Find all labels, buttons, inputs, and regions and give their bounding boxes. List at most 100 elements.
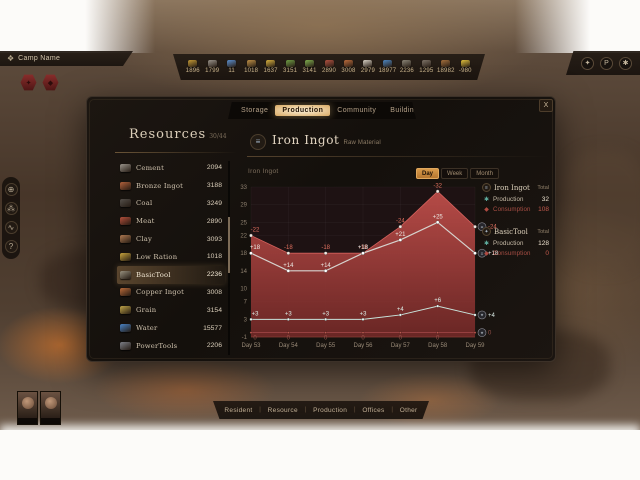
bottom-bar-separator: | <box>353 407 356 413</box>
pickaxe-icon <box>421 60 431 67</box>
top-bar-resource-value: 18977 <box>378 68 397 74</box>
tab-buildings[interactable]: Buildings <box>390 107 423 114</box>
resources-scrollbar[interactable] <box>228 161 230 355</box>
companion-portrait[interactable] <box>17 391 38 425</box>
top-bar-resource[interactable]: 1637 <box>261 60 280 74</box>
resource-row[interactable]: PowerTools 2206 <box>117 337 225 355</box>
top-bar-resource[interactable]: 11 <box>222 60 241 74</box>
resource-row[interactable]: Grain 3154 <box>117 301 225 319</box>
top-bar-resource-value: 3151 <box>283 68 298 74</box>
iron-production-point <box>473 251 477 256</box>
bottom-bar-item-production[interactable]: Production <box>313 406 348 414</box>
top-bar-resource[interactable]: 1799 <box>202 60 221 74</box>
top-bar-resource[interactable]: 2890 <box>319 60 338 74</box>
panel-tab-bar: Storage Production Community Buildings <box>228 102 416 119</box>
top-bar-resource[interactable]: 2236 <box>397 60 416 74</box>
camp-name-bar: ❖ Camp Name <box>0 51 133 66</box>
social-button[interactable]: ✦ <box>581 56 594 70</box>
resources-scrollbar-thumb[interactable] <box>228 217 230 273</box>
basictool-production-label: +3 <box>285 311 293 317</box>
event-badge[interactable]: ◆ <box>42 74 59 91</box>
scene-highlight-left <box>0 0 155 53</box>
alert-badge[interactable]: ✦ <box>20 74 37 91</box>
resource-row[interactable]: Cement 2094 <box>117 159 225 177</box>
iron-production-point <box>398 238 403 242</box>
scene-highlight-right <box>515 0 640 53</box>
bucket-icon <box>441 60 451 67</box>
bottom-bar-item-resident[interactable]: Resident <box>224 406 253 414</box>
resources-count: 30/44 <box>209 133 227 140</box>
globe-icon[interactable]: ⊕ <box>4 183 18 196</box>
resource-name: Copper Ingot <box>136 288 185 297</box>
iron-ingot-icon: ≡ <box>250 134 266 150</box>
scene-bottom-band <box>0 430 640 480</box>
consumption-point <box>286 251 291 256</box>
stone-icon <box>207 60 217 67</box>
bottom-bar-item-offices[interactable]: Offices <box>362 406 385 414</box>
resource-row[interactable]: Copper Ingot 3008 <box>117 284 225 302</box>
close-button[interactable]: X <box>539 99 553 112</box>
tab-community[interactable]: Community <box>337 107 377 114</box>
consumption-icon: ◆ <box>484 207 489 213</box>
settings-button[interactable]: ✱ <box>619 56 632 70</box>
resource-row[interactable]: Meat 2890 <box>117 212 225 230</box>
iron-production-point <box>249 251 253 256</box>
basictool-production-point <box>473 313 477 317</box>
top-bar-resource-value: 1018 <box>244 68 259 74</box>
resource-name: Cement <box>136 163 164 172</box>
series-end-icon-glyph: ≡ <box>481 251 484 256</box>
top-bar-resource[interactable]: 3008 <box>339 60 358 74</box>
consumption-label: -18 <box>321 245 330 251</box>
resource-name: BasicTool <box>136 270 171 279</box>
stats-icon[interactable]: ∿ <box>4 221 18 234</box>
detail-title-text: Iron Ingot <box>272 133 340 147</box>
stats-row-label: Consumption <box>493 250 531 257</box>
y-tick-label: -1 <box>242 335 248 341</box>
stats-group-name: Iron Ingot <box>494 183 530 192</box>
top-bar-resource[interactable]: -980 <box>456 60 475 74</box>
top-bar-resource-value: 2236 <box>399 68 414 74</box>
resource-row[interactable]: Coal 3249 <box>117 195 225 213</box>
detail-divider <box>247 156 549 157</box>
tab-production[interactable]: Production <box>275 105 331 116</box>
top-bar-resource[interactable]: 1896 <box>183 60 202 74</box>
bottom-bar-item-resource[interactable]: Resource <box>267 406 298 414</box>
resource-row[interactable]: Low Ration 1018 <box>117 248 225 266</box>
range-tab-week[interactable]: Week <box>441 168 469 179</box>
top-bar-resource[interactable]: 2979 <box>358 60 377 74</box>
profile-button[interactable]: P <box>600 56 613 70</box>
top-bar-resource[interactable]: 1018 <box>241 60 260 74</box>
companion-portrait[interactable] <box>40 391 61 425</box>
basictool-consumption-point <box>361 331 365 334</box>
consumption-label: -18 <box>359 245 368 251</box>
share-icon[interactable]: ⁂ <box>4 202 18 215</box>
top-bar-resource[interactable]: 1295 <box>417 60 436 74</box>
range-tab-month[interactable]: Month <box>470 168 499 179</box>
stats-row-label: Production <box>493 240 524 247</box>
top-bar-resource-value: 2890 <box>321 68 337 74</box>
x-tick-label: Day 58 <box>428 343 448 349</box>
range-tab-day[interactable]: Day <box>416 168 440 179</box>
resource-row[interactable]: Water 15577 <box>117 319 225 337</box>
tab-storage[interactable]: Storage <box>241 107 269 114</box>
resource-row[interactable]: BasicTool 2236 <box>117 265 225 284</box>
top-bar-resource[interactable]: 3151 <box>280 60 299 74</box>
bottom-category-bar: Resident | Resource | Production | Offices | Oth… <box>213 401 429 419</box>
iron-production-point <box>286 268 291 273</box>
series-end-label: +18 <box>488 251 499 257</box>
top-bar-resource[interactable]: 18982 <box>436 60 455 74</box>
camp-crest-icon: ❖ <box>7 53 15 63</box>
basictool-production-point <box>324 317 328 321</box>
ration-icon <box>246 60 256 67</box>
resources-list: Cement 2094 Bronze Ingot 3188 Coal 3249 Meat 28… <box>117 159 225 355</box>
top-bar-resource[interactable]: 18977 <box>378 60 397 74</box>
bottom-bar-item-other[interactable]: Other <box>399 406 418 414</box>
resource-row[interactable]: Bronze Ingot 3188 <box>117 177 225 195</box>
help-icon[interactable]: ? <box>4 240 18 253</box>
top-bar-resource[interactable]: 3141 <box>300 60 319 74</box>
copper-icon <box>343 60 353 67</box>
y-tick-label: 10 <box>240 286 247 292</box>
resource-row[interactable]: Clay 3093 <box>117 230 225 248</box>
iron-production-point <box>361 251 365 256</box>
meat-icon <box>324 60 334 67</box>
